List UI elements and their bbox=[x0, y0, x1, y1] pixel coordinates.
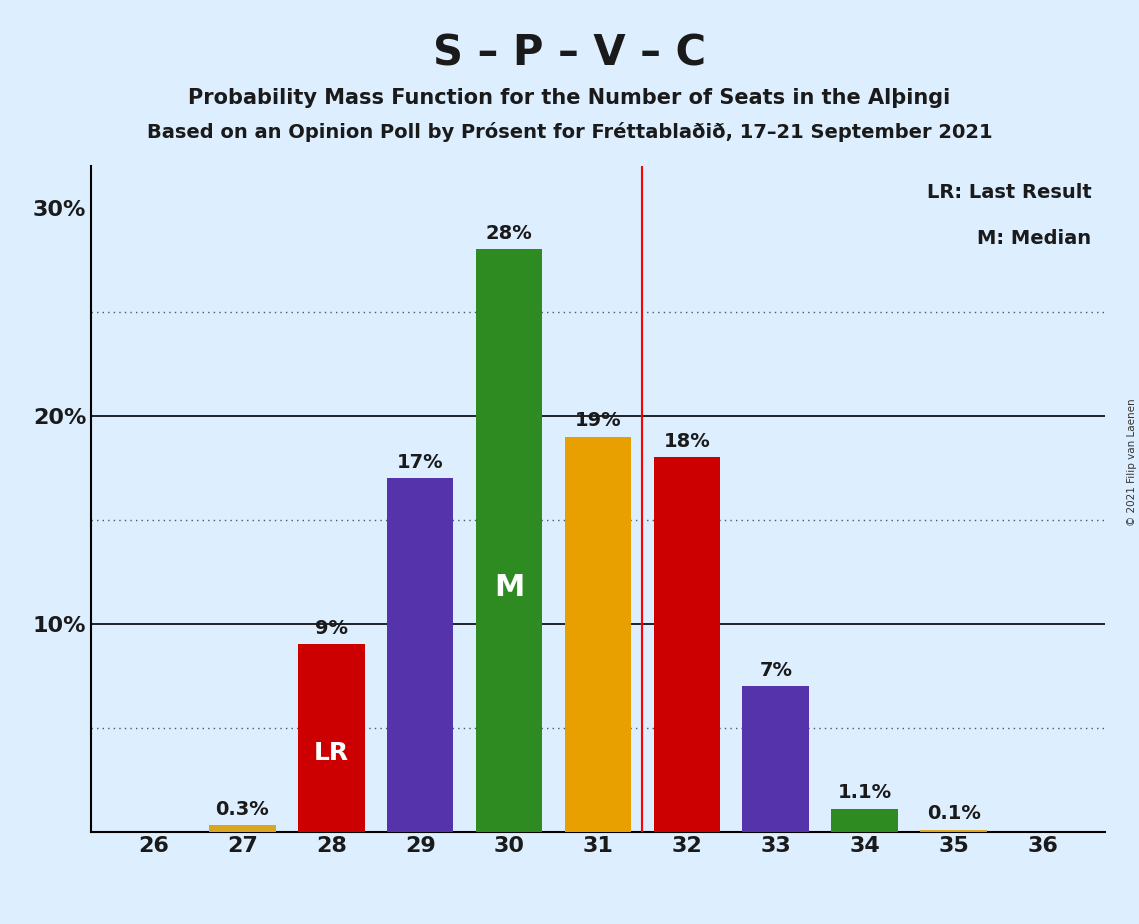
Bar bbox=[654, 457, 720, 832]
Bar bbox=[743, 686, 809, 832]
Bar bbox=[565, 437, 631, 832]
Text: M: M bbox=[494, 573, 524, 602]
Text: LR: Last Result: LR: Last Result bbox=[927, 183, 1091, 202]
Text: Based on an Opinion Poll by Prósent for Fréttablaðið, 17–21 September 2021: Based on an Opinion Poll by Prósent for … bbox=[147, 122, 992, 142]
Text: 19%: 19% bbox=[575, 411, 621, 431]
Text: 0.3%: 0.3% bbox=[215, 800, 269, 820]
Text: © 2021 Filip van Laenen: © 2021 Filip van Laenen bbox=[1126, 398, 1137, 526]
Text: 18%: 18% bbox=[664, 432, 711, 451]
Text: 0.1%: 0.1% bbox=[927, 804, 981, 823]
Bar bbox=[298, 645, 364, 832]
Text: 17%: 17% bbox=[396, 453, 443, 472]
Bar bbox=[831, 808, 898, 832]
Text: 9%: 9% bbox=[314, 619, 347, 638]
Bar bbox=[920, 830, 988, 832]
Bar bbox=[387, 479, 453, 832]
Bar bbox=[208, 825, 276, 832]
Text: M: Median: M: Median bbox=[977, 229, 1091, 248]
Text: S – P – V – C: S – P – V – C bbox=[433, 32, 706, 74]
Text: LR: LR bbox=[313, 741, 349, 765]
Text: Probability Mass Function for the Number of Seats in the Alþingi: Probability Mass Function for the Number… bbox=[188, 88, 951, 108]
Text: 7%: 7% bbox=[760, 661, 793, 680]
Text: 1.1%: 1.1% bbox=[837, 784, 892, 802]
Text: 28%: 28% bbox=[485, 225, 532, 243]
Bar bbox=[476, 249, 542, 832]
